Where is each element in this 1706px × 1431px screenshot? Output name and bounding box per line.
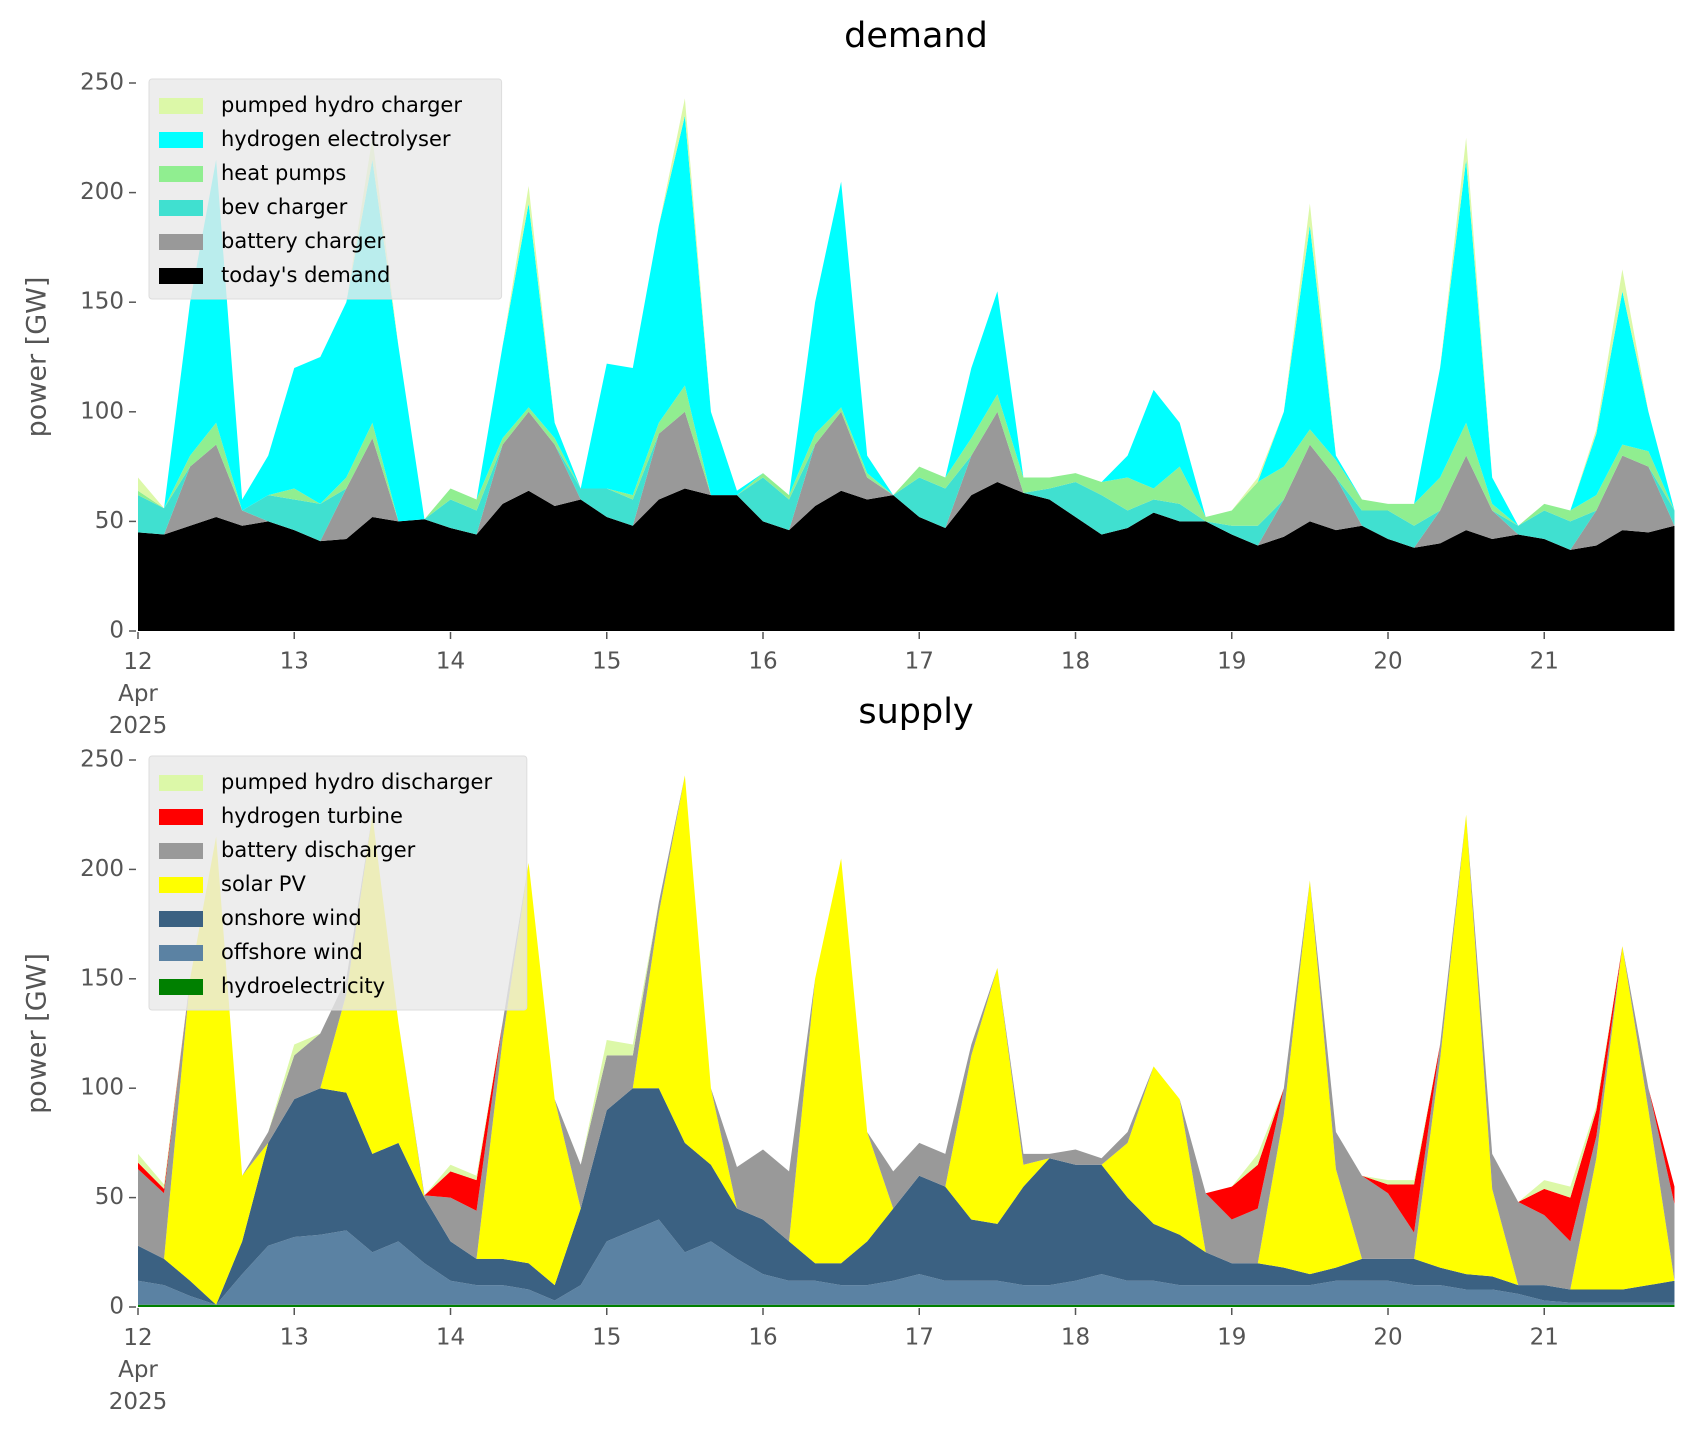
- legend-swatch: [159, 843, 203, 859]
- x-tick-label: 19: [1217, 1325, 1246, 1351]
- legend-swatch: [159, 911, 203, 927]
- y-tick-label: 100: [80, 398, 124, 424]
- x-tick-label-line: 12: [123, 649, 152, 675]
- x-tick-label: 18: [1061, 1325, 1090, 1351]
- legend-swatch: [159, 877, 203, 893]
- x-tick-label-line: Apr: [118, 681, 158, 707]
- legend-label: hydrogen turbine: [221, 804, 403, 828]
- areas: [138, 98, 1675, 631]
- x-tick-label: 12 Apr 2025: [109, 1325, 168, 1415]
- x-tick-label-line: 2025: [109, 1389, 168, 1415]
- x-tick-label: 14: [436, 649, 465, 675]
- x-tick-label: 17: [905, 1325, 934, 1351]
- area: [138, 1219, 1675, 1305]
- x-tick-label: 15: [592, 1325, 621, 1351]
- x-tick-label-line: Apr: [118, 1357, 158, 1383]
- y-tick-label: 100: [80, 1075, 124, 1101]
- x-tick-label: 13: [280, 649, 309, 675]
- legend-swatch: [159, 775, 203, 791]
- area: [138, 1304, 1675, 1307]
- y-axis-label: power [GW]: [22, 277, 53, 438]
- legend-label: solar PV: [221, 872, 306, 896]
- legend-label: heat pumps: [221, 161, 346, 185]
- legend-box: [148, 78, 503, 300]
- x-tick-label: 19: [1217, 649, 1246, 675]
- legend-label: pumped hydro charger: [221, 93, 462, 117]
- y-tick-label: 200: [80, 179, 124, 205]
- x-tick-label: 16: [748, 1325, 777, 1351]
- legend-label: hydrogen electrolyser: [221, 127, 451, 151]
- legend-label: battery charger: [221, 229, 386, 253]
- x-tick-label: 12 Apr 2025: [109, 649, 168, 739]
- y-tick-label: 50: [95, 1184, 124, 1210]
- legend-label: onshore wind: [221, 906, 362, 930]
- area: [138, 1088, 1675, 1305]
- legend-swatch: [159, 132, 203, 148]
- legend-swatch: [159, 166, 203, 182]
- y-tick-label: 0: [109, 618, 124, 644]
- x-tick-label: 14: [436, 1325, 465, 1351]
- legend-swatch: [159, 268, 203, 284]
- x-tick-label: 21: [1530, 1325, 1559, 1351]
- y-tick-label: 250: [80, 70, 124, 96]
- y-tick-label: 150: [80, 289, 124, 315]
- chart-title: demand: [844, 16, 988, 56]
- legend-label: bev charger: [221, 195, 348, 219]
- x-tick-label: 18: [1061, 649, 1090, 675]
- panel: supply power [GW] 0 50 100 150 200 250 12 Apr 2025…: [22, 692, 1675, 1415]
- legend-label: battery discharger: [221, 838, 416, 862]
- x-tick-label-line: 2025: [109, 713, 168, 739]
- x-tick-label: 15: [592, 649, 621, 675]
- legend-swatch: [159, 200, 203, 216]
- x-tick-label: 20: [1373, 649, 1402, 675]
- legend-label: today's demand: [221, 263, 390, 287]
- legend-swatch: [159, 98, 203, 114]
- legend-swatch: [159, 945, 203, 961]
- legend-swatch: [159, 234, 203, 250]
- x-tick-label: 20: [1373, 1325, 1402, 1351]
- x-tick-label: 21: [1530, 649, 1559, 675]
- y-tick-label: 50: [95, 508, 124, 534]
- chart-title: supply: [858, 692, 973, 732]
- area: [138, 411, 1675, 550]
- area: [138, 115, 1675, 526]
- panel: demand power [GW] 0 50 100 150 200 250 12 Apr 2025…: [22, 16, 1675, 739]
- x-tick-label: 17: [905, 649, 934, 675]
- legend-label: pumped hydro discharger: [221, 770, 492, 794]
- x-tick-label: 13: [280, 1325, 309, 1351]
- x-tick-label-line: 12: [123, 1325, 152, 1351]
- y-axis-label: power [GW]: [22, 953, 53, 1114]
- legend-label: hydroelectricity: [221, 974, 385, 998]
- legend-box: [148, 755, 528, 1011]
- area: [138, 481, 1675, 631]
- legend-swatch: [159, 809, 203, 825]
- legend-label: offshore wind: [221, 940, 363, 964]
- y-tick-label: 0: [109, 1294, 124, 1320]
- x-tick-label: 16: [748, 649, 777, 675]
- y-tick-label: 150: [80, 965, 124, 991]
- y-tick-label: 200: [80, 856, 124, 882]
- legend-swatch: [159, 979, 203, 995]
- y-tick-label: 250: [80, 747, 124, 773]
